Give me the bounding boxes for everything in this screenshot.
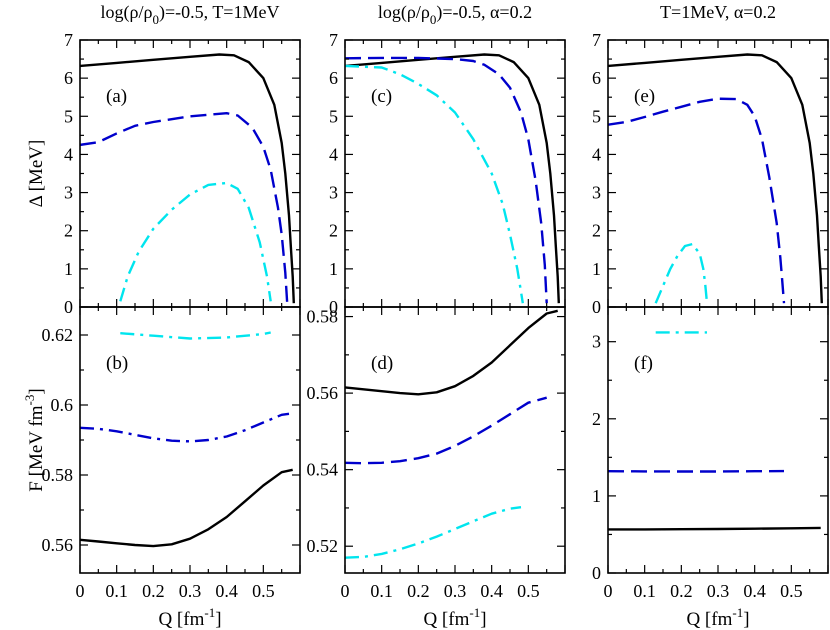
ytick-label-b: 0.58 xyxy=(42,465,74,485)
ytick-label-d: 0.58 xyxy=(307,307,339,327)
panel-e: 0 1 2 3 4 5 6 7 (e) T=1MeV, α=0.2 xyxy=(592,2,829,317)
xtick-label-d: 0.4 xyxy=(480,581,503,601)
ytick-label-c: 5 xyxy=(329,106,338,126)
xtick-label-b: 0.5 xyxy=(252,581,275,601)
series-c-2 xyxy=(345,64,524,304)
series-a-2 xyxy=(119,181,272,302)
xlabel-b: Q [fm-1] xyxy=(158,605,221,630)
ytick-label-d: 0.52 xyxy=(307,536,339,556)
xtick-label-b: 0.4 xyxy=(215,581,238,601)
series-a-1 xyxy=(80,111,289,304)
xtick-label-d: 0.2 xyxy=(407,581,430,601)
ytick-label-e: 1 xyxy=(592,259,601,279)
ytick-label-e: 6 xyxy=(592,68,601,88)
ytick-label-e: 5 xyxy=(592,106,601,126)
panel-f: 0 0.1 0.2 0.3 0.4 0.5 0 1 2 3 (f) Q [fm-1] xyxy=(592,306,829,630)
frame-f xyxy=(607,306,829,574)
ytick-label-b: 0.62 xyxy=(42,325,74,345)
xtick-label-d: 0.5 xyxy=(517,581,540,601)
ytick-label-c: 3 xyxy=(329,183,338,203)
panel-title-a: log(ρ/ρ0)=-0.5, T=1MeV xyxy=(101,2,280,27)
frame-e xyxy=(607,39,829,308)
panel-a: 0 1 2 3 4 5 6 7 (a) log(ρ/ρ0)=-0.5, T=1MeV Δ [MeV] xyxy=(26,2,301,317)
series-e-0 xyxy=(608,53,823,304)
series-c-0 xyxy=(345,53,560,304)
ytick-label-a: 4 xyxy=(64,144,73,164)
xtick-label-f: 0.1 xyxy=(633,581,656,601)
series-b-0 xyxy=(80,468,293,548)
panel-label-d: (d) xyxy=(371,353,393,374)
ytick-label-a: 0 xyxy=(64,297,73,317)
xtick-label-f: 0 xyxy=(604,581,613,601)
ytick-label-d: 0.54 xyxy=(307,460,339,480)
ytick-label-a: 1 xyxy=(64,259,73,279)
ytick-label-e: 7 xyxy=(592,30,601,50)
frame-a xyxy=(79,39,301,308)
xtick-label-b: 0.1 xyxy=(105,581,128,601)
ytick-label-a: 2 xyxy=(64,221,73,241)
ytick-label-e: 2 xyxy=(592,221,601,241)
panel-title-e: T=1MeV, α=0.2 xyxy=(660,2,776,22)
series-d-2 xyxy=(345,506,522,559)
frame-b xyxy=(79,306,301,574)
series-b-1 xyxy=(80,412,290,443)
xtick-label-f: 0.5 xyxy=(780,581,803,601)
frame-d xyxy=(344,306,566,574)
frame-c xyxy=(344,39,566,308)
ytick-label-f: 2 xyxy=(592,409,601,429)
series-c-1 xyxy=(345,56,548,304)
ytick-label-a: 7 xyxy=(64,30,73,50)
panel-label-e: (e) xyxy=(634,86,655,107)
series-d-1 xyxy=(345,396,548,465)
ytick-label-f: 1 xyxy=(592,486,601,506)
panel-label-b: (b) xyxy=(106,353,128,374)
ytick-label-e: 0 xyxy=(592,297,601,317)
xtick-label-b: 0.3 xyxy=(179,581,202,601)
xtick-label-f: 0.2 xyxy=(670,581,693,601)
xlabel-f: Q [fm-1] xyxy=(686,605,749,630)
ytick-label-c: 7 xyxy=(329,30,338,50)
ytick-label-c: 0 xyxy=(329,297,338,317)
panel-b: 0 0.1 0.2 0.3 0.4 0.5 0.56 0.58 0.6 0.62 (b) Q [fm-… xyxy=(22,306,301,630)
xtick-label-b: 0 xyxy=(76,581,85,601)
ytick-label-a: 5 xyxy=(64,106,73,126)
ytick-label-f: 3 xyxy=(592,332,601,352)
series-b-2 xyxy=(120,331,271,340)
ytick-label-c: 1 xyxy=(329,259,338,279)
ytick-label-f: 0 xyxy=(592,563,601,583)
panel-d: 0 0.1 0.2 0.3 0.4 0.5 0.52 0.54 0.56 0.58 (d) Q [fm… xyxy=(307,306,566,630)
xtick-label-d: 0.1 xyxy=(370,581,393,601)
xtick-label-f: 0.4 xyxy=(743,581,766,601)
panel-label-f: (f) xyxy=(634,353,653,374)
ytick-label-e: 4 xyxy=(592,144,601,164)
ytick-label-c: 4 xyxy=(329,144,338,164)
panel-title-c: log(ρ/ρ0)=-0.5, α=0.2 xyxy=(378,2,532,27)
panel-label-c: (c) xyxy=(371,86,392,107)
xtick-label-d: 0.3 xyxy=(444,581,467,601)
ytick-label-b: 0.6 xyxy=(51,395,74,415)
series-a-0 xyxy=(80,53,295,304)
ytick-label-e: 3 xyxy=(592,183,601,203)
series-e-1 xyxy=(608,97,786,304)
series-d-0 xyxy=(345,309,558,396)
ytick-label-b: 0.56 xyxy=(42,535,74,555)
ylabel-b: F [MeV fm-3] xyxy=(22,388,47,491)
xlabel-d: Q [fm-1] xyxy=(423,605,486,630)
series-e-2 xyxy=(654,242,709,304)
ytick-label-d: 0.56 xyxy=(307,383,339,403)
ylabel-a: Δ [MeV] xyxy=(26,140,47,208)
xtick-label-b: 0.2 xyxy=(142,581,165,601)
panel-c: 0 1 2 3 4 5 6 7 (c) log(ρ/ρ0)=-0.5, α=0.2 xyxy=(329,2,566,317)
ytick-label-c: 6 xyxy=(329,68,338,88)
series-f-0 xyxy=(608,526,821,531)
ytick-label-a: 3 xyxy=(64,183,73,203)
xtick-label-f: 0.3 xyxy=(707,581,730,601)
ytick-label-c: 2 xyxy=(329,221,338,241)
xtick-label-d: 0 xyxy=(341,581,350,601)
panel-label-a: (a) xyxy=(106,86,127,107)
ytick-label-a: 6 xyxy=(64,68,73,88)
